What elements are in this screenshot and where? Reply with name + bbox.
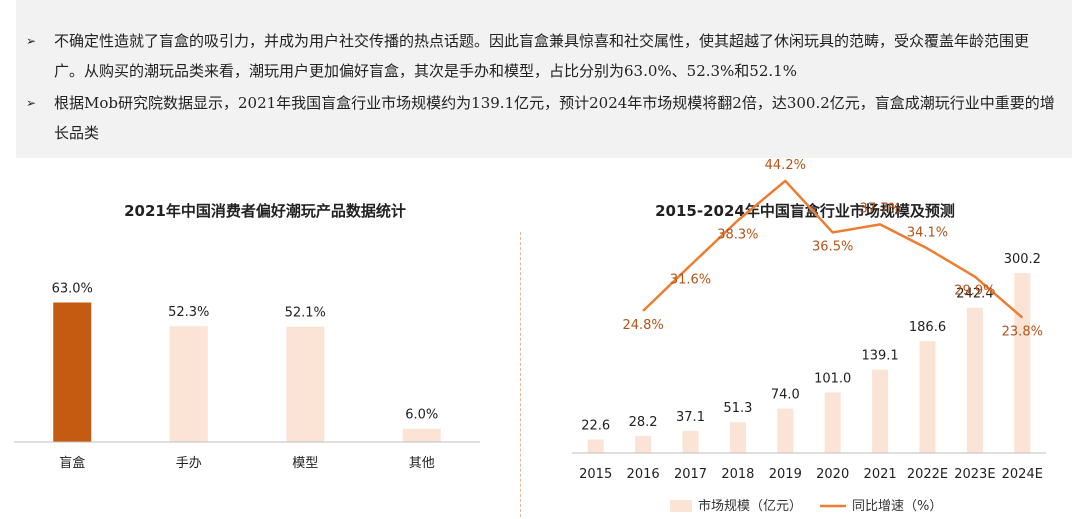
market-bar-2015: [587, 439, 604, 453]
market-bar-value-label: 101.0: [814, 371, 851, 386]
pref-category-label: 盲盒: [59, 455, 85, 471]
bullet-arrow-icon: ➢: [26, 34, 37, 48]
market-bar-2020: [824, 392, 841, 453]
market-year-label: 2015: [579, 467, 612, 482]
growth-rate-line: [642, 179, 1024, 319]
market-bar-2023E: [966, 307, 983, 453]
pref-bar-value-label: 52.1%: [285, 306, 326, 321]
legend-bar-swatch: [670, 500, 692, 512]
pref-category-label: 手办: [176, 456, 202, 471]
market-year-label: 2024E: [1002, 467, 1043, 482]
market-year-label: 2020: [816, 467, 849, 482]
summary-panel: [16, 0, 1072, 158]
market-bar-value-label: 74.0: [771, 388, 800, 403]
bullet-arrow-icon: ➢: [26, 96, 37, 110]
market-bar-value-label: 300.2: [1004, 252, 1041, 267]
market-bar-value-label: 139.1: [861, 349, 898, 364]
market-bar-2016: [635, 436, 652, 453]
chart-divider: [520, 232, 521, 517]
bullet-point-1: ➢ 不确定性造就了盲盒的吸引力，并成为用户社交传播的热点话题。因此盲盒兼具惊喜和…: [26, 26, 1056, 86]
growth-rate-label: 34.1%: [907, 226, 948, 241]
market-bar-2024E: [1014, 273, 1031, 453]
market-year-label: 2022E: [907, 467, 948, 482]
market-year-label: 2017: [674, 467, 707, 482]
growth-rate-label: 31.6%: [670, 272, 711, 287]
growth-rate-label: 38.3%: [717, 227, 758, 242]
chart-title-preference: 2021年中国消费者偏好潮玩产品数据统计: [124, 202, 406, 220]
market-bar-value-label: 242.4: [956, 287, 993, 302]
legend-bar-label: 市场规模（亿元）: [698, 498, 802, 514]
market-bar-2022E: [919, 341, 936, 453]
market-year-label: 2018: [721, 467, 754, 482]
pref-category-label: 其他: [409, 456, 435, 471]
market-bar-2018: [729, 422, 746, 453]
market-year-label: 2023E: [954, 467, 995, 482]
growth-rate-label: 37.7%: [859, 201, 900, 216]
market-bar-value-label: 186.6: [909, 320, 946, 335]
growth-rate-label: 29.9%: [954, 284, 995, 299]
market-bar-value-label: 28.2: [629, 415, 658, 430]
growth-rate-label: 23.8%: [1002, 325, 1043, 340]
market-year-label: 2019: [769, 467, 802, 482]
pref-category-label: 模型: [292, 456, 318, 471]
growth-rate-label: 36.5%: [812, 239, 853, 254]
legend-line-label: 同比增速（%）: [852, 499, 942, 514]
market-bar-value-label: 22.6: [581, 418, 610, 433]
pref-bar-0: [53, 302, 92, 442]
market-bar-2021: [872, 369, 889, 453]
pref-bar-1: [169, 326, 208, 442]
pref-bar-3: [402, 428, 441, 442]
pref-bar-value-label: 52.3%: [168, 305, 209, 320]
bullet-point-2: ➢ 根据Mob研究院数据显示，2021年我国盲盒行业市场规模约为139.1亿元，…: [26, 88, 1056, 148]
growth-rate-label: 44.2%: [765, 158, 806, 173]
bullet-text-2: 根据Mob研究院数据显示，2021年我国盲盒行业市场规模约为139.1亿元，预计…: [54, 94, 1055, 142]
chart-title-market-size: 2015-2024年中国盲盒行业市场规模及预测: [655, 202, 955, 220]
market-bar-value-label: 51.3: [723, 401, 752, 416]
pref-bar-2: [286, 326, 325, 442]
bullet-text-1: 不确定性造就了盲盒的吸引力，并成为用户社交传播的热点话题。因此盲盒兼具惊喜和社交…: [54, 32, 1030, 80]
market-bar-2017: [682, 430, 699, 453]
market-year-label: 2021: [864, 467, 897, 482]
market-bar-value-label: 37.1: [676, 410, 705, 425]
pref-bar-value-label: 63.0%: [52, 282, 93, 297]
market-year-label: 2016: [627, 467, 660, 482]
growth-rate-label: 24.8%: [622, 318, 663, 333]
market-bar-2019: [777, 408, 794, 453]
pref-bar-value-label: 6.0%: [405, 408, 438, 423]
